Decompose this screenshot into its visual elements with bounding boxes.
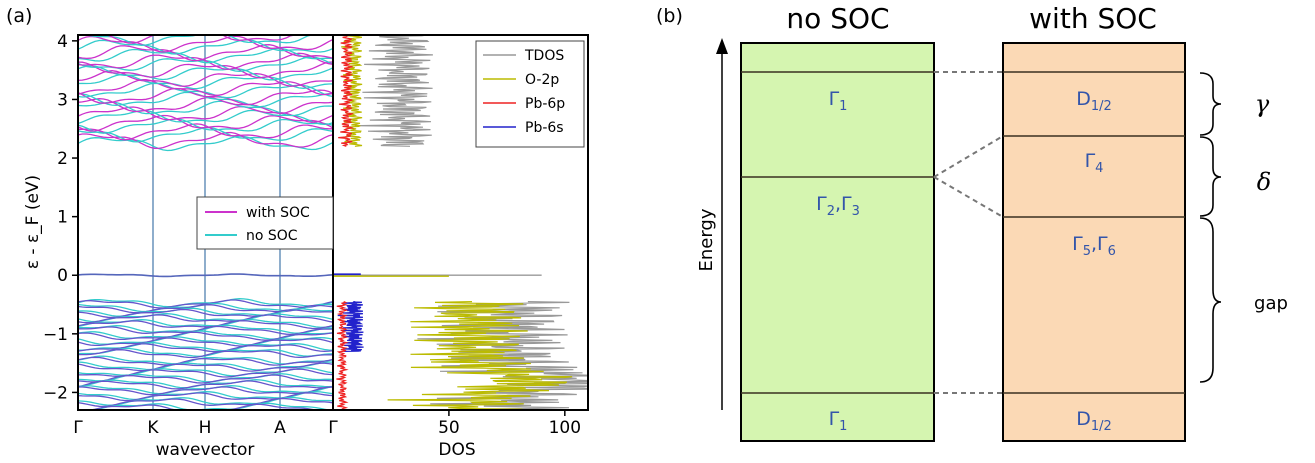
band-with-soc <box>77 337 334 347</box>
panel-a-label: (a) <box>6 5 32 27</box>
energy-axis-label: Energy <box>696 208 717 271</box>
dos-plot <box>333 34 589 411</box>
band-with-soc <box>77 96 334 115</box>
bands-legend: with SOC no SOC <box>196 196 334 250</box>
band-with-soc <box>77 362 334 372</box>
band-with-soc <box>77 325 333 336</box>
band-with-soc <box>77 299 334 309</box>
y-tick-label: 3 <box>57 90 68 110</box>
kpoint-label: A <box>274 418 286 438</box>
band-no-soc <box>78 324 334 334</box>
dos-legend-label: O-2p <box>525 72 559 88</box>
bands-x-label: wavevector <box>156 440 255 460</box>
dos-legend-label: TDOS <box>524 48 564 64</box>
band-with-soc <box>77 87 334 106</box>
dos-x-label: DOS <box>438 440 475 460</box>
band-with-soc <box>77 314 334 324</box>
dos-legend-label: Pb-6s <box>525 120 564 136</box>
band-with-soc <box>77 392 334 402</box>
band-with-soc <box>77 35 334 53</box>
legend-label-with-soc: with SOC <box>246 205 310 221</box>
band-with-soc <box>77 320 334 330</box>
band-no-soc <box>77 336 334 346</box>
kpoint-label: Γ <box>328 418 338 438</box>
kpoint-label: H <box>199 418 212 438</box>
y-tick-label: 1 <box>57 208 68 228</box>
panel-b-label: (b) <box>656 5 683 27</box>
energy-levels <box>741 71 1185 394</box>
brace-label-delta: δ <box>1257 168 1271 196</box>
kpoint-label: Γ <box>73 418 83 438</box>
dos-legend: TDOS O-2p Pb-6p Pb-6s <box>475 40 585 148</box>
band-no-soc <box>77 65 334 81</box>
band-with-soc <box>77 343 334 353</box>
level-connectors <box>933 71 1004 394</box>
brace-label-gap: gap <box>1254 293 1288 314</box>
band-no-soc <box>77 373 334 383</box>
band-no-soc <box>77 100 334 117</box>
y-ticks: 4 3 2 1 0 −1 −2 <box>43 32 78 403</box>
band-with-soc <box>77 380 334 390</box>
dos-ticks: 50 100 <box>438 410 581 438</box>
band-no-soc <box>77 118 334 134</box>
band-with-soc <box>77 374 334 384</box>
band-no-soc <box>77 361 334 371</box>
band-with-soc <box>77 356 334 366</box>
pb6p-curve-conduction <box>338 34 355 147</box>
band-with-soc <box>77 44 334 62</box>
title-no-soc: no SOC <box>786 2 889 35</box>
band-structure-plot <box>77 34 334 411</box>
dos-tick-label: 100 <box>549 418 581 438</box>
band-no-soc <box>77 298 334 308</box>
y-tick-label: −2 <box>43 383 68 403</box>
brace-gamma <box>1199 72 1222 136</box>
y-tick-label: 2 <box>57 149 68 169</box>
title-with-soc: with SOC <box>1029 2 1157 35</box>
band-with-soc <box>77 397 334 408</box>
connector-split-up <box>933 135 1004 178</box>
band-with-soc <box>77 331 334 341</box>
no-soc-box <box>740 42 935 442</box>
band-with-soc <box>77 105 334 123</box>
band-with-soc <box>77 52 334 70</box>
brace-delta <box>1199 136 1222 217</box>
band-no-soc <box>77 396 334 406</box>
braces <box>1199 72 1222 383</box>
o2p-curve-valence <box>387 301 573 411</box>
dos-legend-label: Pb-6p <box>525 96 565 112</box>
band-no-soc <box>77 39 334 55</box>
y-tick-label: −1 <box>43 325 68 345</box>
o2p-curve-conduction <box>341 34 363 147</box>
with-soc-box <box>1002 42 1186 442</box>
band-with-soc <box>77 79 334 96</box>
pb6s-curve-valence <box>337 300 364 353</box>
dos-tick-label: 50 <box>438 418 460 438</box>
kpoint-label: K <box>147 418 159 438</box>
legend-label-no-soc: no SOC <box>246 228 298 244</box>
y-tick-label: 4 <box>57 32 68 52</box>
band-with-soc <box>78 123 333 141</box>
band-with-soc <box>77 304 334 314</box>
brace-gap <box>1199 217 1222 383</box>
band-flat-zero <box>77 273 334 278</box>
band-no-soc <box>77 391 334 401</box>
band-with-soc <box>78 386 334 396</box>
connector-split-down <box>933 176 1004 218</box>
energy-arrow-head <box>716 38 728 54</box>
band-with-soc <box>77 114 334 132</box>
band-with-soc <box>78 349 333 359</box>
y-axis-label: ε - ε_F (eV) <box>23 175 43 269</box>
brace-label-gamma: γ <box>1255 90 1270 118</box>
band-with-soc <box>77 61 334 79</box>
y-tick-label: 0 <box>57 266 68 286</box>
band-no-soc <box>77 47 334 64</box>
pb6p-curve-valence <box>336 301 349 411</box>
tdos-curve-conduction <box>354 34 433 147</box>
